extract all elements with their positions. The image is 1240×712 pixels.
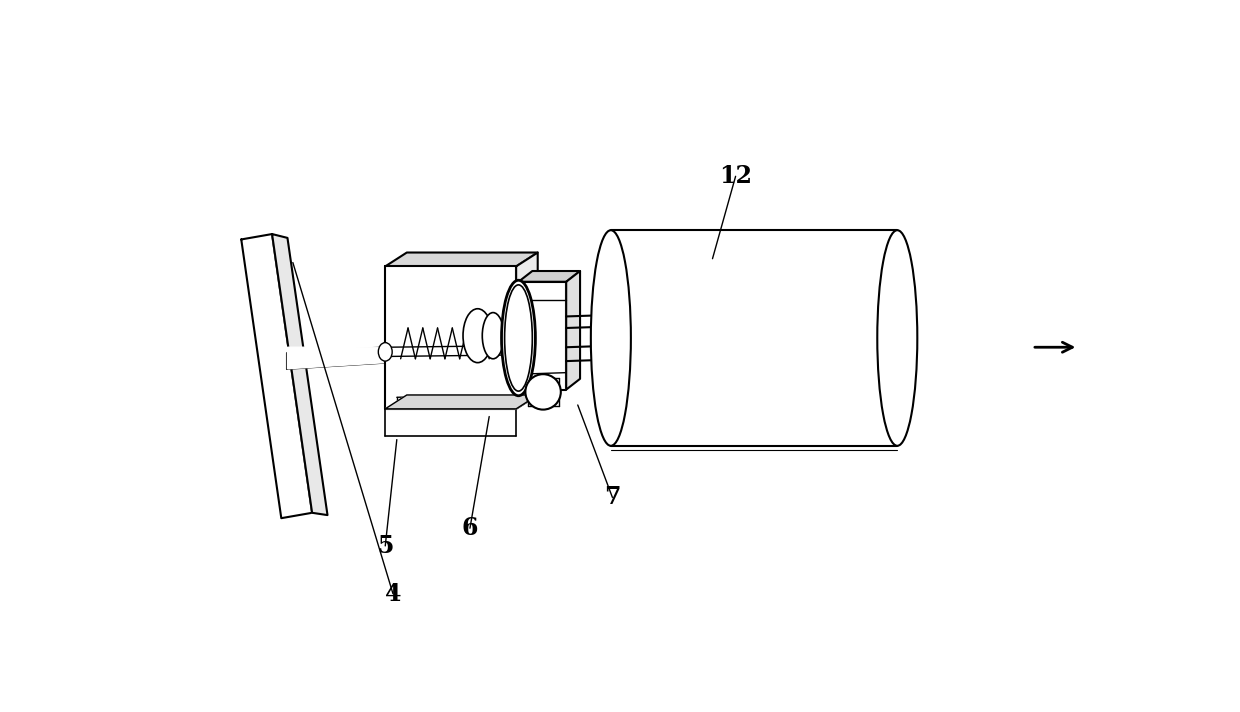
- Polygon shape: [518, 271, 580, 282]
- Ellipse shape: [877, 230, 918, 446]
- Polygon shape: [272, 234, 327, 515]
- Ellipse shape: [526, 375, 560, 409]
- Text: 6: 6: [461, 516, 479, 540]
- Text: 12: 12: [719, 164, 753, 188]
- Text: 4: 4: [384, 582, 402, 606]
- Ellipse shape: [590, 230, 631, 446]
- Polygon shape: [386, 266, 516, 409]
- Ellipse shape: [463, 309, 492, 362]
- Polygon shape: [516, 253, 538, 409]
- Polygon shape: [288, 347, 386, 369]
- Ellipse shape: [501, 281, 536, 396]
- Ellipse shape: [482, 313, 503, 359]
- Ellipse shape: [378, 342, 392, 361]
- Polygon shape: [518, 282, 567, 389]
- Text: 5: 5: [377, 534, 393, 558]
- Text: 7: 7: [604, 486, 621, 509]
- Polygon shape: [386, 253, 538, 266]
- Polygon shape: [242, 234, 312, 518]
- Polygon shape: [386, 395, 538, 409]
- Polygon shape: [567, 271, 580, 389]
- Bar: [611, 230, 898, 446]
